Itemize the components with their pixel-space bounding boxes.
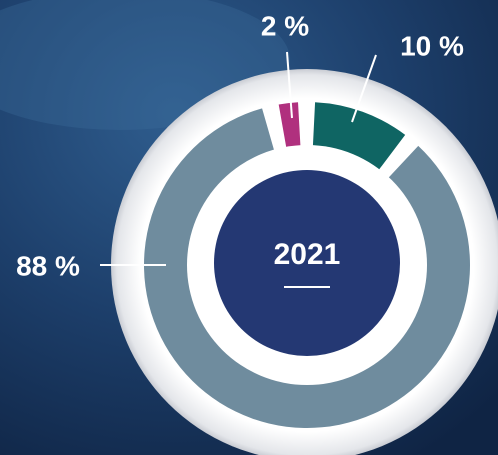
center-label: 2021 bbox=[274, 238, 341, 271]
donut-ring bbox=[143, 102, 470, 429]
donut-segment bbox=[278, 102, 301, 149]
donut-segment bbox=[312, 102, 406, 171]
leader-line bbox=[286, 51, 293, 119]
leader-line bbox=[351, 54, 377, 123]
value-label: 10 % bbox=[400, 30, 464, 61]
center-disc bbox=[214, 170, 400, 356]
value-label: 88 % bbox=[16, 250, 80, 281]
value-label: 2 % bbox=[261, 10, 309, 41]
